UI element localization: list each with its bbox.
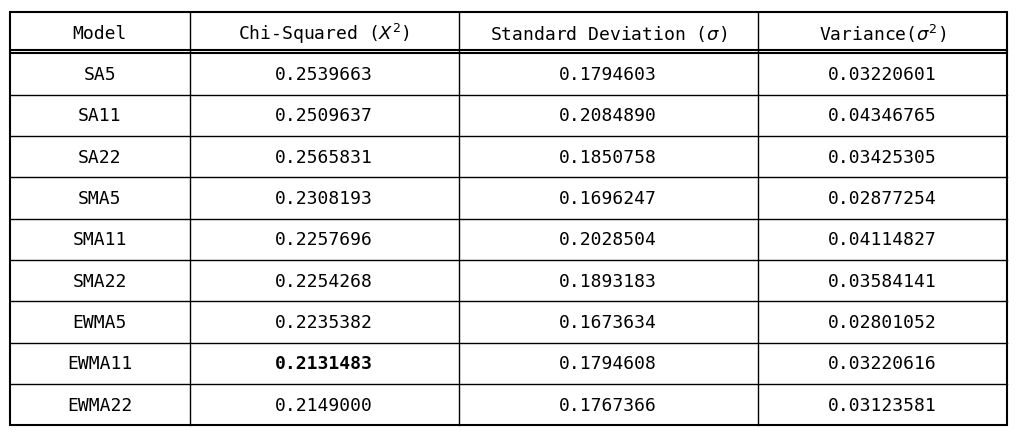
Text: 0.04346765: 0.04346765 (828, 107, 937, 125)
Text: 0.03425305: 0.03425305 (828, 148, 937, 166)
Text: 0.03220616: 0.03220616 (828, 355, 937, 372)
Text: 0.1794608: 0.1794608 (559, 355, 657, 372)
Text: 0.1794603: 0.1794603 (559, 66, 657, 84)
Text: 0.2254268: 0.2254268 (276, 272, 373, 290)
Text: 0.2084890: 0.2084890 (559, 107, 657, 125)
Text: 0.03123581: 0.03123581 (828, 396, 937, 414)
Text: 0.04114827: 0.04114827 (828, 231, 937, 249)
Text: 0.1850758: 0.1850758 (559, 148, 657, 166)
Text: 0.1673634: 0.1673634 (559, 313, 657, 331)
Text: 0.1893183: 0.1893183 (559, 272, 657, 290)
Text: 0.2028504: 0.2028504 (559, 231, 657, 249)
Text: SA5: SA5 (83, 66, 116, 84)
Text: EWMA11: EWMA11 (67, 355, 132, 372)
Text: EWMA5: EWMA5 (72, 313, 127, 331)
Text: EWMA22: EWMA22 (67, 396, 132, 414)
Text: 0.1767366: 0.1767366 (559, 396, 657, 414)
Text: 0.1696247: 0.1696247 (559, 190, 657, 207)
Text: 0.2257696: 0.2257696 (276, 231, 373, 249)
Text: SMA5: SMA5 (78, 190, 122, 207)
Text: SA11: SA11 (78, 107, 122, 125)
Text: Variance($\sigma^2$): Variance($\sigma^2$) (819, 23, 946, 45)
Text: 0.2565831: 0.2565831 (276, 148, 373, 166)
Text: SMA22: SMA22 (72, 272, 127, 290)
Text: 0.2149000: 0.2149000 (276, 396, 373, 414)
Text: 0.2539663: 0.2539663 (276, 66, 373, 84)
Text: 0.02877254: 0.02877254 (828, 190, 937, 207)
Text: Model: Model (72, 25, 127, 43)
Text: 0.2509637: 0.2509637 (276, 107, 373, 125)
Text: 0.03220601: 0.03220601 (828, 66, 937, 84)
Text: Chi-Squared ($X^2$): Chi-Squared ($X^2$) (238, 22, 410, 46)
Text: 0.02801052: 0.02801052 (828, 313, 937, 331)
Text: 0.2131483: 0.2131483 (276, 355, 373, 372)
Text: 0.2308193: 0.2308193 (276, 190, 373, 207)
Text: Standard Deviation ($\sigma$): Standard Deviation ($\sigma$) (489, 24, 727, 43)
Text: 0.2235382: 0.2235382 (276, 313, 373, 331)
Text: SMA11: SMA11 (72, 231, 127, 249)
Text: 0.03584141: 0.03584141 (828, 272, 937, 290)
Text: SA22: SA22 (78, 148, 122, 166)
